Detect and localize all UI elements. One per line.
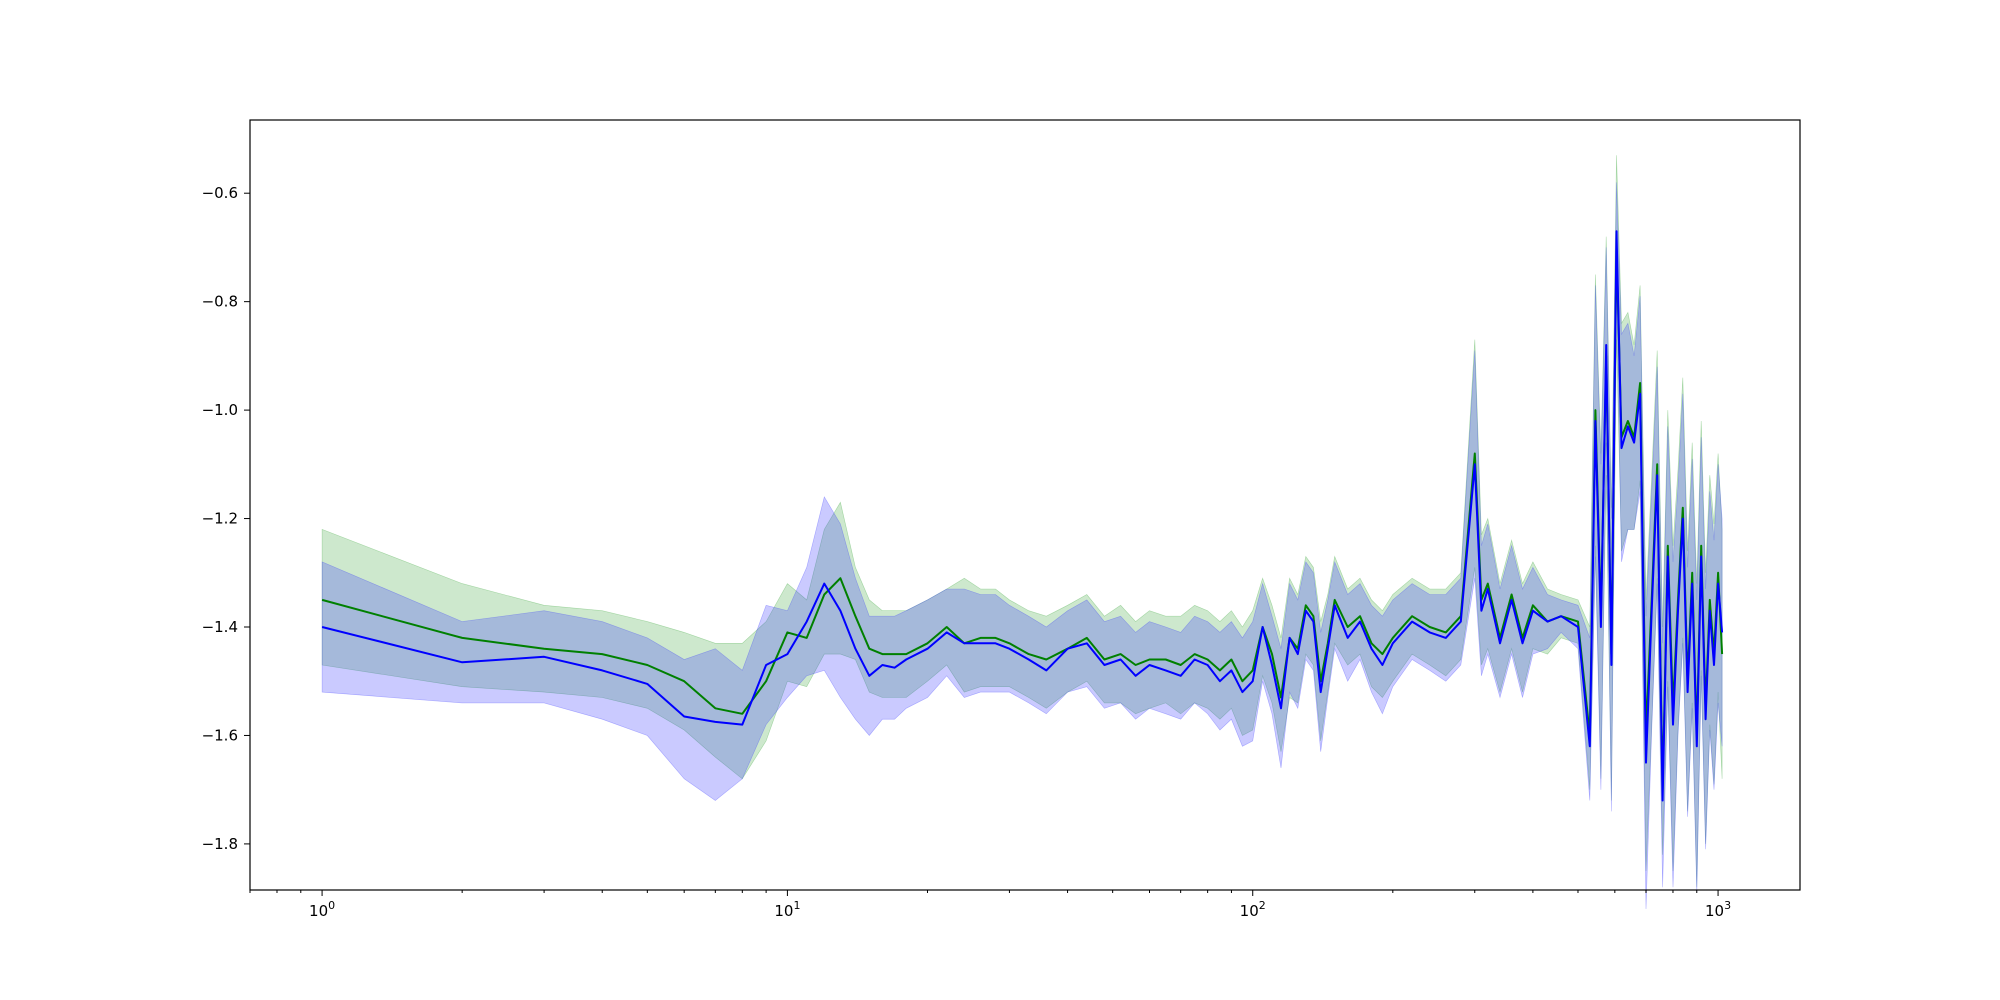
plot-area-frame [249,119,1801,891]
y-tick-label: −1.0 [202,401,238,419]
y-tick-label: −0.8 [202,293,238,311]
green-series-line [321,246,1724,791]
blue-series-line [321,230,1724,802]
x-tick-label: 102 [1240,899,1266,920]
y-tick-label: −1.8 [202,835,238,853]
x-axis: 100 101 102 103 [249,890,1731,920]
x-tick-label: 103 [1705,899,1731,920]
blue-confidence-band [321,182,1723,910]
y-tick-label: −1.4 [202,618,238,636]
y-tick-label: −1.6 [202,726,238,744]
y-axis: −0.6 −0.8 −1.0 −1.2 −1.4 −1.6 −1.8 [202,184,250,853]
series-lines [321,230,1724,802]
y-tick-label: −1.2 [202,510,238,528]
y-tick-label: −0.6 [202,184,238,202]
x-tick-label: 100 [309,899,335,920]
green-confidence-band [321,155,1723,888]
confidence-bands [321,155,1723,910]
x-tick-label: 101 [774,899,800,920]
